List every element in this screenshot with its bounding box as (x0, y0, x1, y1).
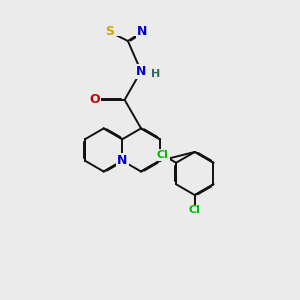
Text: N: N (136, 65, 146, 78)
Text: H: H (151, 68, 160, 79)
Text: S: S (105, 25, 114, 38)
Text: Cl: Cl (189, 206, 201, 215)
Text: O: O (90, 93, 100, 106)
Text: N: N (117, 154, 128, 167)
Text: Cl: Cl (157, 150, 169, 160)
Text: N: N (137, 25, 148, 38)
